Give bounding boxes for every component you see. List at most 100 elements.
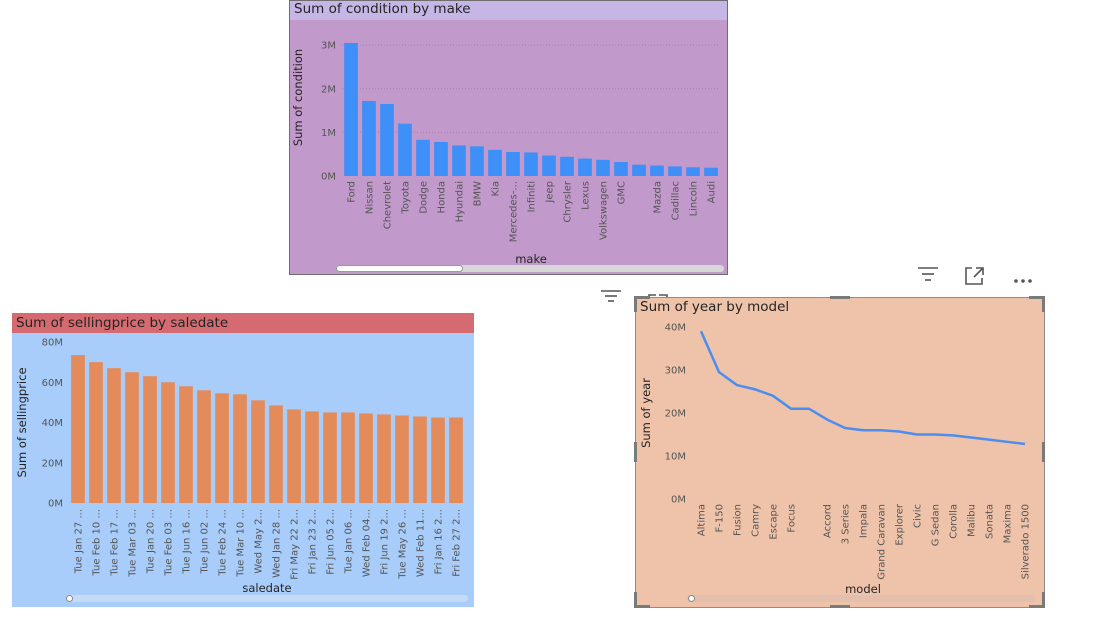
condition-by-make-visual[interactable]: Sum of condition by make 0M 1M 2M 3M Sum of … bbox=[289, 0, 728, 275]
bar bbox=[71, 355, 85, 503]
bar bbox=[596, 159, 610, 176]
scrollbar-thumb[interactable] bbox=[66, 595, 73, 602]
resize-handle[interactable] bbox=[1029, 605, 1045, 608]
x-tick-label: Mercedes-... bbox=[509, 181, 520, 242]
horizontal-scrollbar[interactable] bbox=[686, 595, 1036, 602]
scrollbar-thumb[interactable] bbox=[688, 595, 695, 602]
x-tick-label: Tue Jun 16 ... bbox=[182, 509, 193, 575]
x-tick-label: Civic bbox=[913, 504, 924, 528]
x-tick-label: Infiniti bbox=[527, 181, 538, 212]
y-axis-title: Sum of sellingprice bbox=[15, 367, 29, 477]
x-tick-label: Lincoln bbox=[689, 181, 700, 216]
x-axis-title: make bbox=[515, 252, 547, 266]
bar bbox=[416, 139, 430, 176]
x-tick-label: Grand Caravan bbox=[877, 504, 888, 580]
x-tick-label: Audi bbox=[707, 181, 718, 203]
chart-title: Sum of condition by make bbox=[290, 1, 727, 20]
x-tick-label: Dodge bbox=[419, 181, 430, 214]
x-tick-label: Wed Feb 04... bbox=[362, 509, 373, 577]
x-tick-label: Lexus bbox=[581, 181, 592, 210]
bar bbox=[578, 158, 592, 176]
bar bbox=[431, 417, 445, 503]
x-tick-label: Accord bbox=[823, 504, 834, 538]
chart-title: Sum of year by model bbox=[640, 299, 790, 315]
x-tick-label: Tue Mar 03 ... bbox=[128, 509, 139, 578]
resize-handle[interactable] bbox=[1042, 296, 1045, 312]
x-tick-label: Fri Feb 27 2... bbox=[452, 509, 463, 577]
sellingprice-by-saledate-chart: 0M 20M 40M 60M 80M Sum of sellingprice saledat… bbox=[15, 338, 463, 595]
x-axis-title: saledate bbox=[242, 581, 291, 595]
x-tick-label: Altima bbox=[697, 504, 708, 536]
resize-handle[interactable] bbox=[830, 296, 850, 299]
x-tick-label: Maxima bbox=[1003, 504, 1014, 543]
x-tick-label: Fri Jun 19 2... bbox=[380, 509, 391, 575]
x-tick-label: Tue May 26 ... bbox=[398, 509, 409, 580]
x-tick-label: Tue Jan 20 ... bbox=[146, 509, 157, 574]
resize-handle[interactable] bbox=[1042, 592, 1045, 608]
y-axis-title: Sum of year bbox=[639, 378, 653, 448]
bar bbox=[305, 411, 319, 503]
resize-handle[interactable] bbox=[634, 296, 650, 299]
bar bbox=[413, 416, 427, 503]
resize-handle[interactable] bbox=[634, 592, 637, 608]
bar bbox=[686, 167, 700, 176]
x-tick-label: Tue Feb 24 ... bbox=[218, 509, 229, 577]
bar bbox=[434, 141, 448, 176]
x-tick-label: GMC bbox=[617, 181, 628, 204]
x-tick-label: Escape bbox=[769, 504, 780, 540]
focus-mode-icon[interactable] bbox=[963, 265, 987, 287]
x-tick-label: Hyundai bbox=[455, 181, 466, 222]
x-tick-label: Tue Feb 03 ... bbox=[164, 509, 175, 577]
resize-handle[interactable] bbox=[1042, 442, 1045, 462]
x-tick-label: 3 Series bbox=[841, 504, 852, 544]
x-tick-label: Camry bbox=[751, 504, 762, 537]
bar bbox=[380, 104, 394, 176]
bar bbox=[233, 394, 247, 503]
bar bbox=[107, 368, 121, 503]
bar bbox=[125, 372, 139, 503]
year-by-model-visual[interactable]: Sum of year by model 0M 10M 20M 30M 40M Sum o… bbox=[635, 297, 1045, 608]
x-tick-label: Wed Feb 11... bbox=[416, 509, 427, 577]
x-tick-label: Tue Jun 02 ... bbox=[200, 509, 211, 575]
resize-handle[interactable] bbox=[634, 605, 650, 608]
bar bbox=[359, 413, 373, 503]
x-tick-label: Silverado 1500 bbox=[1021, 504, 1032, 579]
resize-handle[interactable] bbox=[830, 605, 850, 608]
bar bbox=[395, 415, 409, 503]
bar bbox=[89, 362, 103, 503]
horizontal-scrollbar[interactable] bbox=[336, 265, 724, 272]
bar bbox=[143, 376, 157, 503]
x-tick-label: Wed Jan 28 ... bbox=[272, 509, 283, 578]
y-axis-title: Sum of condition bbox=[291, 49, 305, 146]
x-tick-label: Explorer bbox=[895, 503, 906, 546]
bar bbox=[287, 409, 301, 503]
x-tick-label: G Sedan bbox=[931, 504, 942, 546]
filter-icon[interactable] bbox=[917, 266, 939, 282]
resize-handle[interactable] bbox=[634, 296, 637, 312]
bar bbox=[449, 417, 463, 503]
x-tick-label: Nissan bbox=[365, 181, 376, 214]
scrollbar-thumb[interactable] bbox=[336, 265, 463, 272]
sellingprice-by-saledate-visual[interactable]: Sum of sellingprice by saledate 0M 20M 40M… bbox=[12, 313, 474, 607]
bar bbox=[560, 156, 574, 176]
bar bbox=[542, 155, 556, 176]
bar bbox=[506, 152, 520, 176]
x-tick-label: Jeep bbox=[545, 181, 556, 204]
x-tick-label: Impala bbox=[859, 504, 870, 538]
bar bbox=[179, 386, 193, 503]
horizontal-scrollbar[interactable] bbox=[66, 595, 468, 602]
x-tick-label: Cadillac bbox=[671, 181, 682, 220]
x-tick-label: Sonata bbox=[985, 504, 996, 539]
x-tick-label: Wed May 2... bbox=[254, 509, 265, 574]
y-tick-label: 60M bbox=[42, 378, 63, 389]
bar bbox=[398, 123, 412, 176]
resize-handle[interactable] bbox=[634, 442, 637, 462]
more-options-icon[interactable] bbox=[1012, 270, 1034, 283]
filter-icon[interactable] bbox=[600, 288, 622, 304]
x-tick-label: Malibu bbox=[967, 504, 978, 537]
bar bbox=[269, 405, 283, 503]
bar bbox=[251, 400, 265, 503]
bar bbox=[668, 166, 682, 176]
bar bbox=[524, 152, 538, 176]
resize-handle[interactable] bbox=[1029, 296, 1045, 299]
